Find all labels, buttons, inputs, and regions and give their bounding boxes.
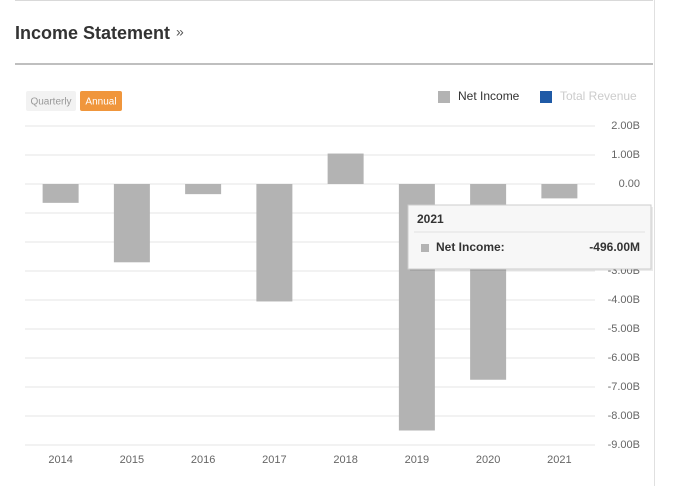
tooltip-title: 2021 bbox=[417, 212, 444, 226]
tooltip-label: Net Income: bbox=[436, 240, 505, 254]
x-tick-label: 2016 bbox=[191, 454, 215, 466]
bar[interactable] bbox=[113, 184, 150, 263]
x-tick-label: 2019 bbox=[405, 454, 429, 466]
y-tick-label: -4.00B bbox=[608, 294, 640, 306]
period-button[interactable] bbox=[26, 91, 76, 111]
legend-swatch[interactable] bbox=[438, 91, 450, 103]
bar[interactable] bbox=[42, 184, 79, 203]
bar[interactable] bbox=[256, 184, 293, 302]
title: Income Statement bbox=[15, 23, 170, 43]
x-tick-label: 2014 bbox=[48, 454, 72, 466]
x-tick-label: 2017 bbox=[262, 454, 286, 466]
y-tick-label: -8.00B bbox=[608, 410, 640, 422]
y-tick-label: -7.00B bbox=[608, 381, 640, 393]
x-tick-label: 2018 bbox=[333, 454, 357, 466]
x-tick-label: 2021 bbox=[547, 454, 571, 466]
bar[interactable] bbox=[185, 184, 222, 195]
y-tick-label: -5.00B bbox=[608, 323, 640, 335]
tooltip-value: -496.00M bbox=[589, 240, 640, 254]
legend-label[interactable]: Total Revenue bbox=[560, 89, 637, 103]
tooltip bbox=[407, 204, 652, 270]
legend-label[interactable]: Net Income bbox=[458, 89, 520, 103]
legend-swatch[interactable] bbox=[540, 91, 552, 103]
y-tick-label: -6.00B bbox=[608, 352, 640, 364]
bar[interactable] bbox=[327, 153, 364, 184]
y-tick-label: -9.00B bbox=[608, 439, 640, 451]
bar[interactable] bbox=[541, 184, 578, 199]
title-marker[interactable]: » bbox=[176, 24, 184, 40]
x-tick-label: 2020 bbox=[476, 454, 500, 466]
period-button-label[interactable]: Quarterly bbox=[30, 97, 71, 108]
period-button[interactable] bbox=[80, 91, 122, 111]
y-tick-label: 2.00B bbox=[611, 120, 640, 132]
y-tick-label: 0.00 bbox=[619, 178, 640, 190]
tooltip-swatch bbox=[421, 244, 429, 252]
period-button-label[interactable]: Annual bbox=[85, 97, 116, 108]
x-tick-label: 2015 bbox=[120, 454, 144, 466]
y-tick-label: 1.00B bbox=[611, 149, 640, 161]
